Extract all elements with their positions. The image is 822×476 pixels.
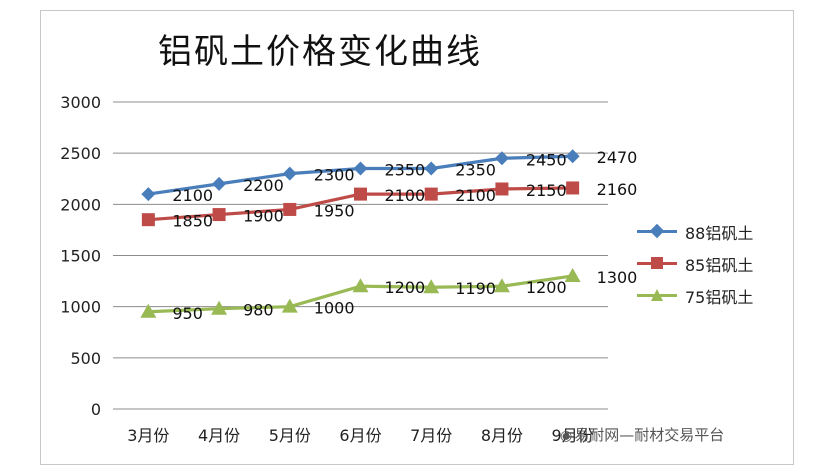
data-label: 980 — [243, 301, 274, 320]
data-point — [424, 161, 439, 176]
y-tick-label: 1500 — [60, 247, 101, 266]
data-point — [212, 176, 227, 191]
legend-label: 88铝矾土 — [685, 224, 754, 243]
data-point — [141, 187, 156, 202]
watermark: ◉ 易耐网—耐材交易平台 — [560, 424, 724, 445]
data-label: 2450 — [526, 150, 567, 169]
legend-label: 85铝矾土 — [685, 256, 754, 275]
data-label: 2100 — [385, 186, 426, 205]
data-point — [140, 303, 157, 318]
data-point — [352, 278, 369, 293]
legend-label: 75铝矾土 — [685, 288, 754, 307]
data-label: 1200 — [385, 278, 426, 297]
data-label: 1300 — [597, 268, 638, 287]
data-point — [212, 208, 226, 222]
data-point — [282, 166, 297, 181]
chart-title: 铝矾土价格变化曲线 — [158, 32, 482, 72]
y-tick-label: 2500 — [60, 144, 101, 163]
y-tick-label: 500 — [70, 349, 101, 368]
x-tick-label: 3月份 — [127, 426, 169, 445]
data-point — [494, 151, 509, 166]
y-tick-label: 0 — [91, 400, 101, 419]
data-point — [211, 300, 228, 315]
data-label: 1950 — [314, 201, 355, 220]
x-tick-label: 4月份 — [198, 426, 240, 445]
data-label: 1200 — [526, 278, 567, 297]
data-point — [564, 267, 581, 282]
data-point — [283, 202, 297, 216]
data-label: 2100 — [172, 186, 213, 205]
data-label: 2470 — [597, 148, 638, 167]
data-label: 1000 — [314, 299, 355, 318]
data-point — [565, 149, 580, 164]
x-tick-label: 9月份 — [552, 426, 594, 445]
data-point — [354, 187, 367, 201]
data-point — [423, 279, 440, 294]
watermark-text: 易耐网—耐材交易平台 — [574, 426, 725, 444]
data-label: 2150 — [526, 181, 567, 200]
data-label: 1900 — [243, 207, 284, 226]
x-tick-label: 5月份 — [269, 426, 311, 445]
data-label: 2160 — [597, 180, 638, 199]
data-point — [141, 213, 155, 227]
data-label: 2200 — [243, 176, 284, 195]
data-label: 2300 — [314, 166, 355, 185]
x-tick-label: 8月份 — [481, 426, 523, 445]
data-point — [281, 298, 298, 313]
data-label: 950 — [172, 304, 203, 323]
data-point — [566, 181, 580, 195]
data-point — [495, 182, 509, 196]
data-point — [424, 187, 438, 201]
square-marker-icon — [651, 257, 663, 269]
data-label: 1850 — [172, 212, 213, 231]
data-point — [353, 161, 368, 176]
data-label: 2100 — [455, 186, 496, 205]
data-label: 2350 — [385, 161, 426, 180]
x-tick-label: 6月份 — [339, 426, 381, 445]
chart-frame — [40, 10, 794, 465]
data-label: 1190 — [455, 279, 496, 298]
y-tick-label: 2000 — [60, 195, 101, 214]
y-tick-label: 1000 — [60, 298, 101, 317]
wechat-icon: ◉ — [560, 428, 573, 444]
y-tick-label: 3000 — [60, 93, 101, 112]
x-tick-label: 7月份 — [410, 426, 452, 445]
data-point — [493, 278, 510, 293]
data-label: 2350 — [455, 161, 496, 180]
